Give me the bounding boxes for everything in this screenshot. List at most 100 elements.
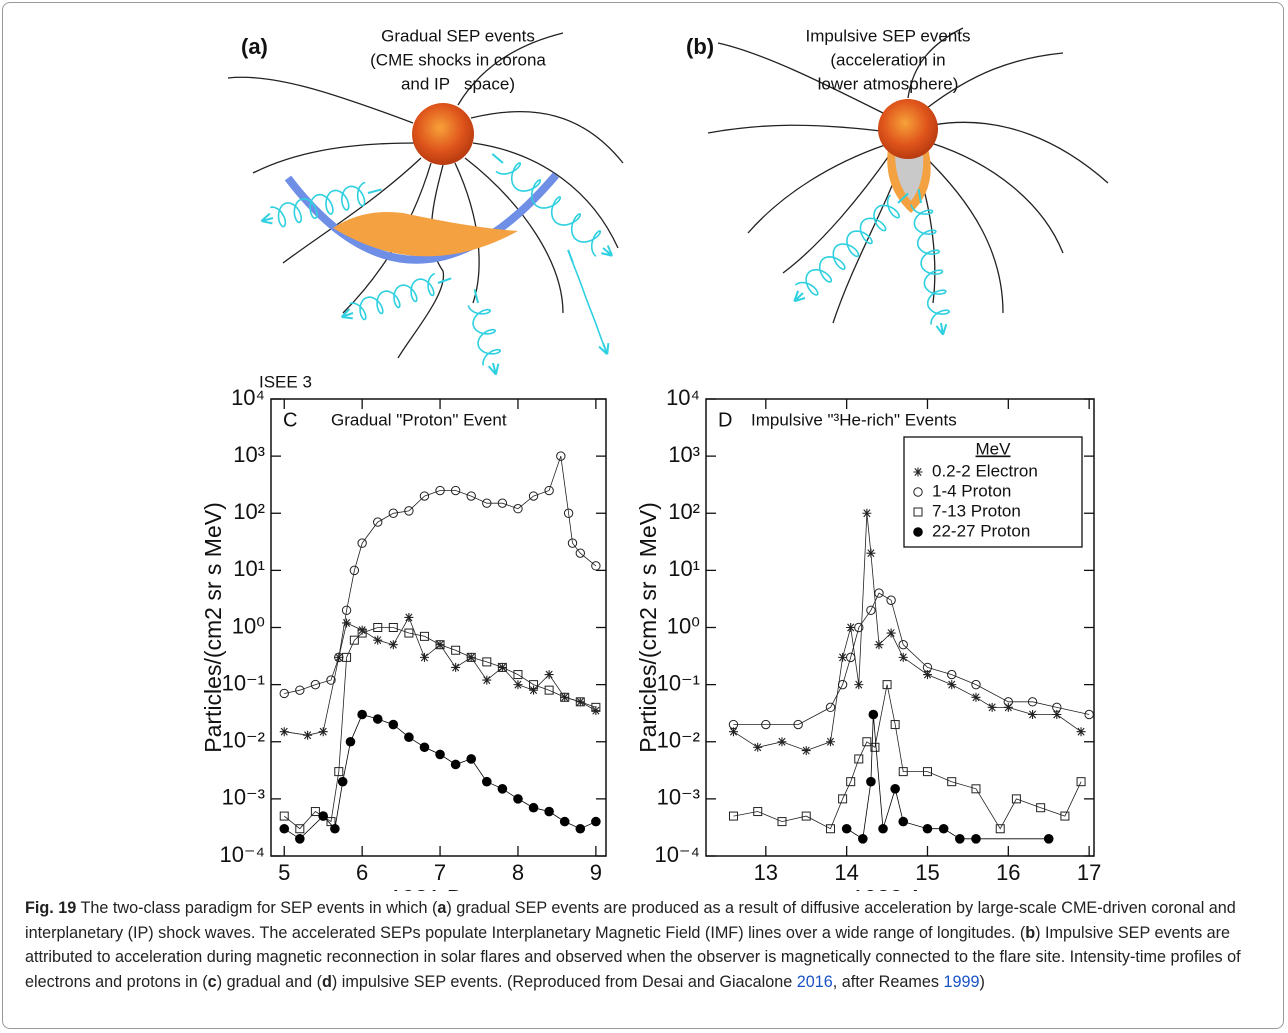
data-point <box>1052 709 1062 719</box>
panel-title: Gradual SEP events <box>381 26 535 45</box>
data-point <box>404 506 414 516</box>
data-point <box>845 652 856 663</box>
data-point <box>846 777 856 787</box>
data-point <box>513 670 523 680</box>
data-point <box>854 754 864 764</box>
data-point <box>560 692 570 702</box>
data-point <box>373 635 383 645</box>
data-point <box>303 730 313 740</box>
data-point <box>342 652 352 662</box>
citation-link[interactable]: 2016 <box>796 972 833 991</box>
panel-letter: C <box>283 409 297 431</box>
data-point <box>886 628 896 638</box>
helix-arrow <box>917 189 948 336</box>
data-point <box>854 622 864 633</box>
caption-text: ) gradual SEP events are produced as a r… <box>25 899 1236 942</box>
data-point <box>544 485 554 496</box>
y-tick-label: 10⁴ <box>666 385 700 410</box>
data-point <box>310 807 320 817</box>
data-point <box>419 652 429 662</box>
data-point <box>528 491 539 501</box>
caption-text: , after Reames <box>832 972 944 991</box>
data-point <box>862 737 872 747</box>
data-point <box>513 794 523 804</box>
data-point <box>898 652 908 662</box>
x-tick-label: 17 <box>1077 860 1101 885</box>
y-axis-label: Particles/(cm2 sr s MeV) <box>200 502 226 752</box>
y-tick-label: 10⁰ <box>667 613 700 638</box>
helix-arrow <box>260 188 382 225</box>
data-point <box>837 679 848 690</box>
caption-text: a <box>437 899 447 917</box>
data-point <box>1043 834 1054 844</box>
caption-text: c <box>207 972 217 991</box>
data-point <box>1036 803 1046 813</box>
x-tick-label: 16 <box>996 860 1020 885</box>
data-point <box>728 719 739 730</box>
data-point <box>874 640 884 650</box>
helix-arrow <box>340 277 452 320</box>
panel-title: (acceleration in <box>830 50 945 69</box>
data-point <box>971 679 981 690</box>
caption-text: ) Impulsive SEP events are attributed to… <box>25 923 1241 991</box>
legend-label: 7-13 Proton <box>932 501 1021 520</box>
series-line <box>283 627 597 830</box>
y-tick-label: 10⁻⁴ <box>219 842 265 867</box>
data-point <box>497 784 508 794</box>
y-tick-label: 10⁰ <box>232 613 265 638</box>
data-point <box>326 675 336 685</box>
data-point <box>544 670 554 680</box>
data-point <box>544 806 554 817</box>
data-point <box>777 817 787 827</box>
legend-label: 1-4 Proton <box>932 481 1011 500</box>
x-tick-label: 13 <box>754 860 778 885</box>
data-point <box>451 662 461 672</box>
data-point <box>777 737 787 747</box>
data-point <box>1028 709 1038 719</box>
data-point <box>591 561 601 571</box>
data-point <box>357 625 367 635</box>
data-point <box>388 623 398 632</box>
data-point <box>890 720 900 730</box>
data-point <box>544 685 554 695</box>
data-point <box>753 742 763 752</box>
series-line <box>283 714 597 840</box>
x-tick-label: 5 <box>278 860 290 885</box>
data-point <box>357 538 367 548</box>
data-point <box>1052 702 1062 713</box>
caption-text: ) impulsive SEP events. (Reproduced from… <box>331 972 797 991</box>
series-line <box>284 455 597 694</box>
data-point <box>310 679 321 690</box>
helix-arrow <box>567 249 610 355</box>
panel-title: lower atmosphere) <box>818 74 959 93</box>
data-point <box>971 834 981 844</box>
data-point <box>529 680 539 690</box>
data-point <box>898 639 908 650</box>
legend-marker <box>913 467 923 477</box>
helix <box>572 262 604 344</box>
data-point <box>898 816 909 827</box>
helix-arrow <box>793 192 909 303</box>
data-point <box>938 823 949 834</box>
series-line <box>846 714 1049 840</box>
citation-link[interactable]: 1999 <box>943 972 980 991</box>
sun <box>878 99 938 159</box>
x-tick-label: 9 <box>590 860 602 885</box>
data-point <box>728 727 738 737</box>
data-point <box>591 702 601 712</box>
legend-label: 0.2-2 Electron <box>932 461 1038 480</box>
data-point <box>862 508 872 518</box>
helix-arrow <box>491 153 614 257</box>
y-tick-label: 10⁻¹ <box>657 670 700 695</box>
data-point <box>866 548 876 558</box>
data-point <box>482 675 492 685</box>
caption-text: ) <box>979 972 985 991</box>
data-point <box>1084 709 1094 720</box>
data-point <box>882 680 892 690</box>
data-point <box>556 451 566 461</box>
data-point <box>497 498 508 508</box>
helix <box>467 305 502 366</box>
data-point <box>466 754 477 764</box>
legend-title: MeV <box>976 439 1012 458</box>
data-point <box>279 688 289 699</box>
